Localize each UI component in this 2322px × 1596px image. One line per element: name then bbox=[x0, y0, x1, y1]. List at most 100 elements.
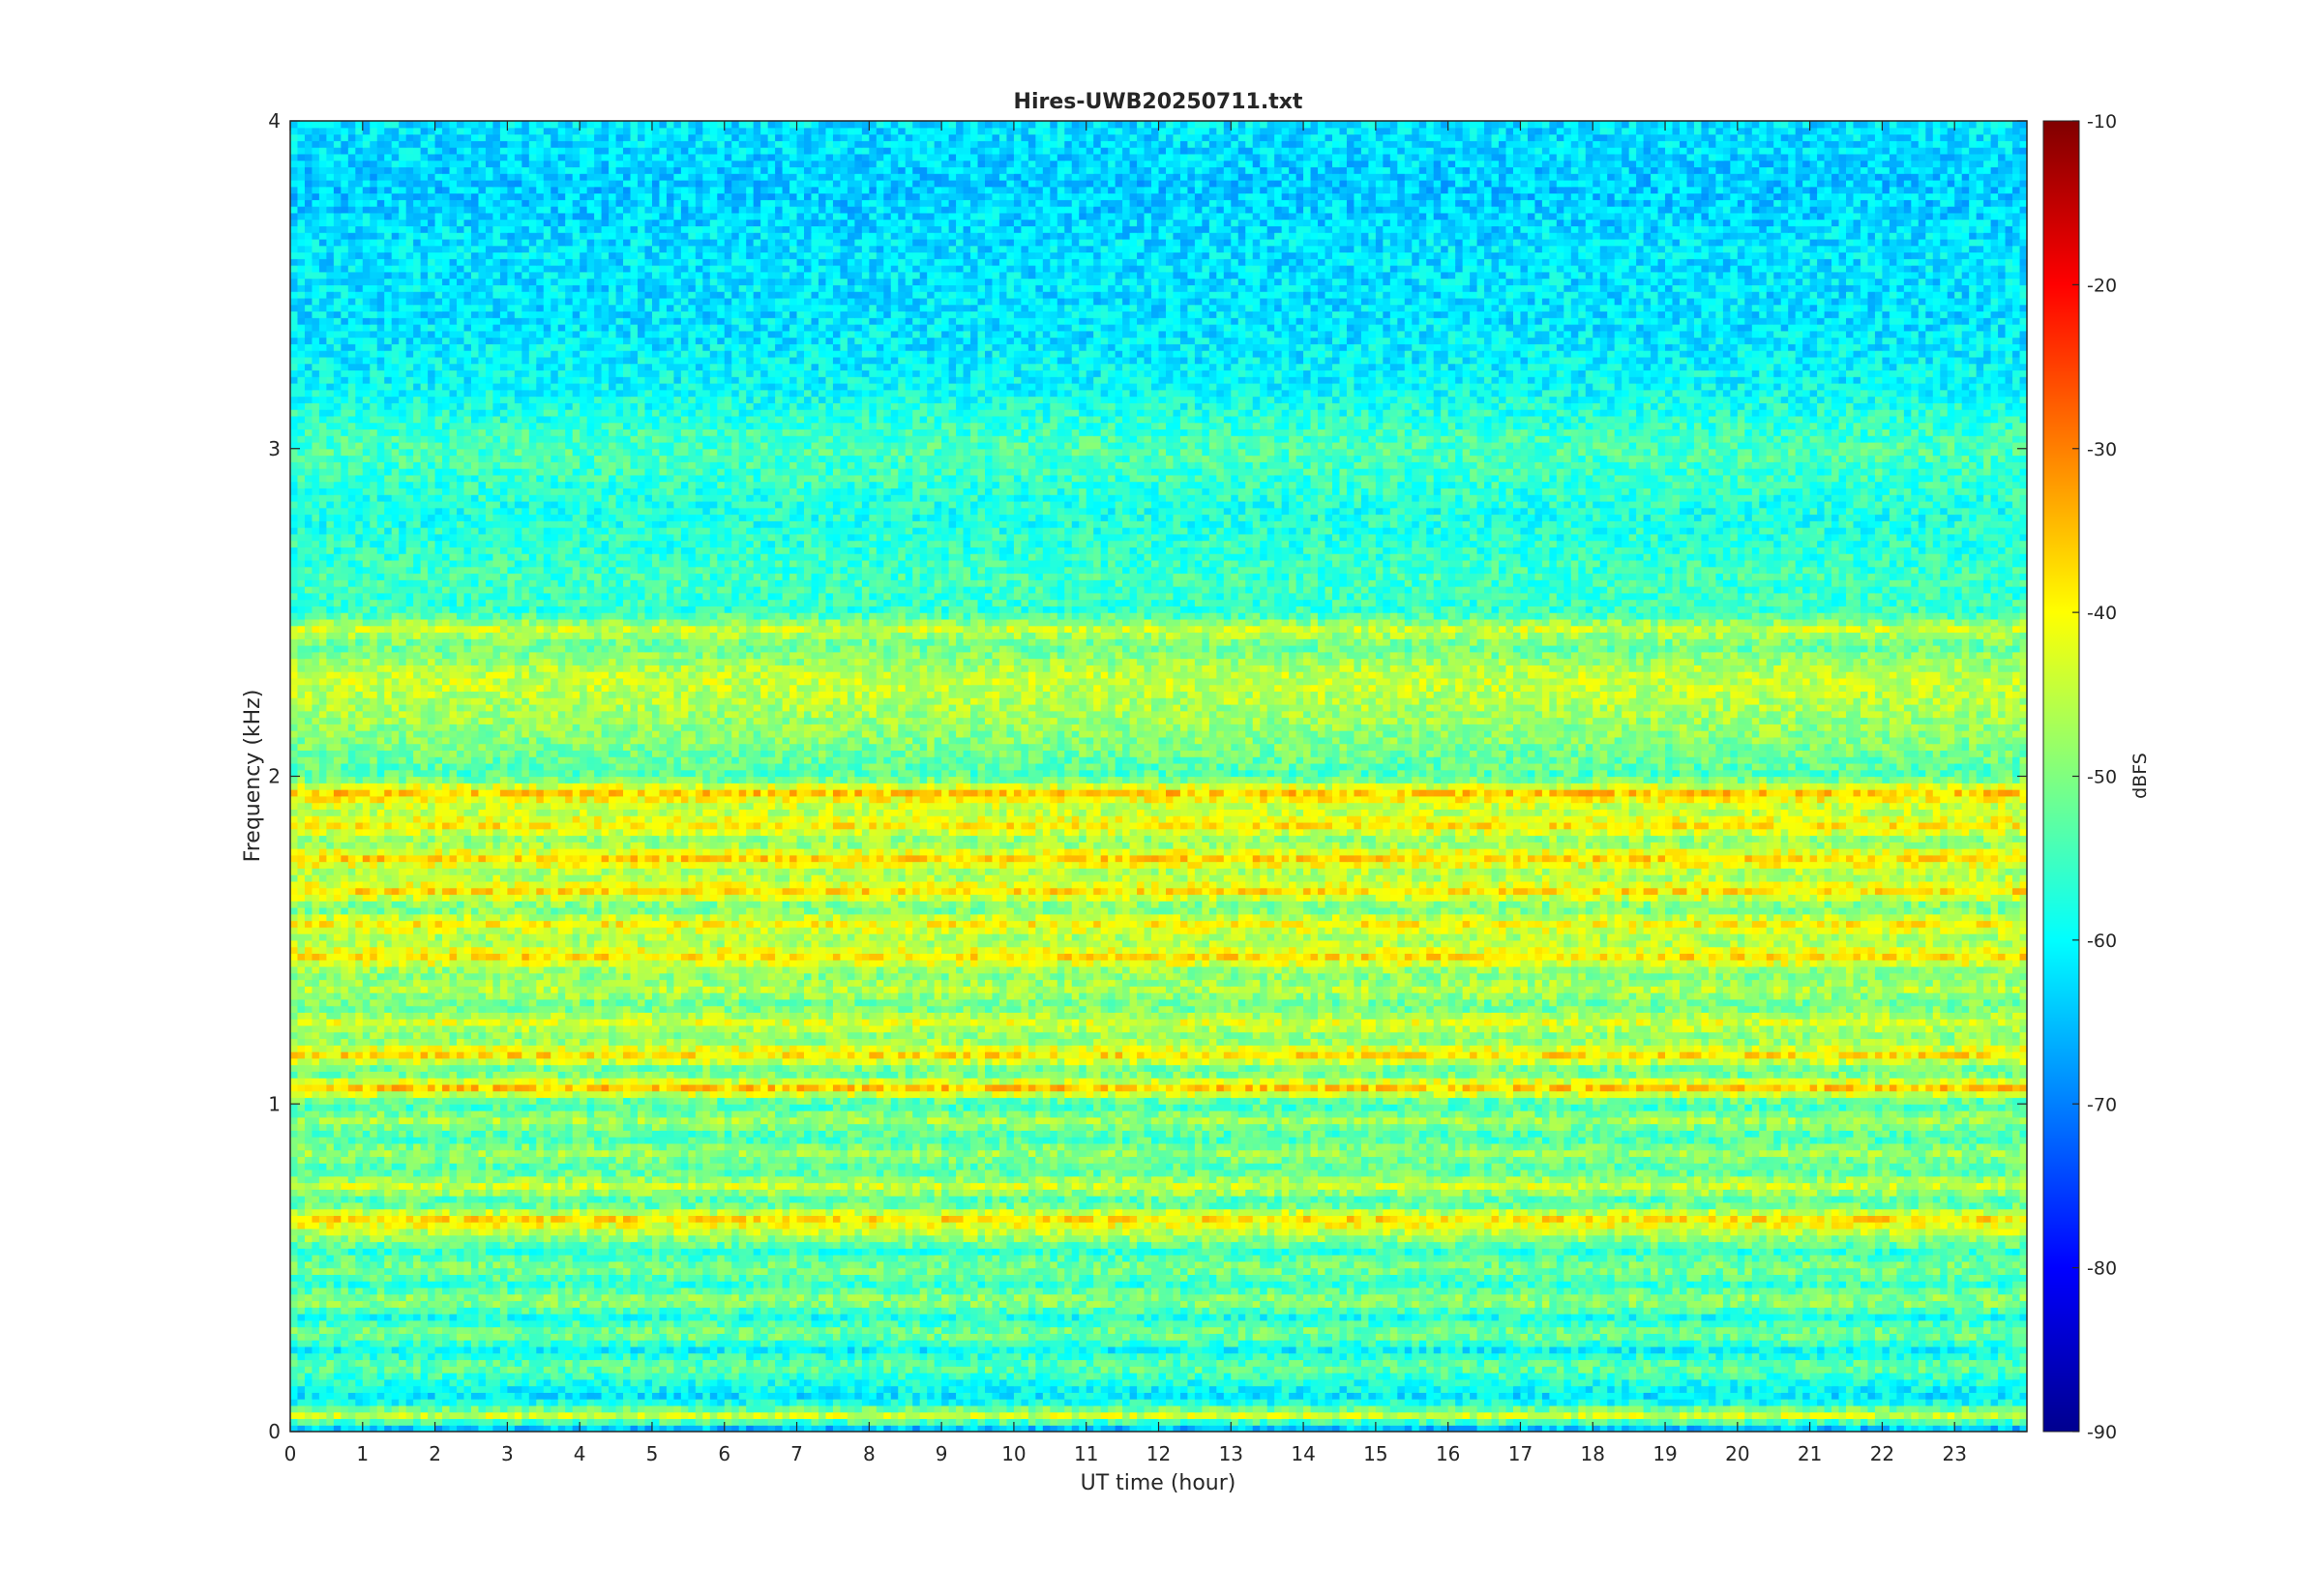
heatmap-cell bbox=[363, 1405, 371, 1412]
heatmap-cell bbox=[1788, 1418, 1796, 1425]
heatmap-cell bbox=[1043, 1399, 1051, 1405]
heatmap-cell bbox=[1122, 1418, 1130, 1425]
heatmap-cell bbox=[1028, 1359, 1036, 1366]
heatmap-cell bbox=[1180, 1418, 1188, 1425]
heatmap-cell bbox=[580, 1366, 587, 1373]
heatmap-cell bbox=[1977, 1405, 1984, 1412]
heatmap-cell bbox=[428, 1392, 435, 1399]
heatmap-cell bbox=[854, 1392, 862, 1399]
heatmap-cell bbox=[638, 1379, 645, 1386]
heatmap-cell bbox=[1087, 1392, 1094, 1399]
heatmap-cell bbox=[731, 1399, 739, 1405]
heatmap-cell bbox=[1166, 1412, 1174, 1419]
heatmap-cell bbox=[1658, 1379, 1666, 1386]
heatmap-cell bbox=[1151, 1418, 1159, 1425]
heatmap-cell bbox=[1571, 1386, 1579, 1393]
heatmap-cell bbox=[840, 1366, 848, 1373]
heatmap-cell bbox=[355, 1392, 363, 1399]
heatmap-cell bbox=[869, 1399, 877, 1405]
heatmap-cell bbox=[1224, 1412, 1232, 1419]
heatmap-cell bbox=[1390, 1412, 1398, 1419]
heatmap-cell bbox=[1455, 1399, 1463, 1405]
heatmap-cell bbox=[746, 1392, 754, 1399]
heatmap-cell bbox=[384, 1373, 392, 1379]
heatmap-cell bbox=[1253, 1405, 1261, 1412]
heatmap-cell bbox=[978, 1418, 986, 1425]
heatmap-cell bbox=[1166, 1366, 1174, 1373]
heatmap-cell bbox=[1839, 1366, 1847, 1373]
heatmap-cell bbox=[1282, 1379, 1290, 1386]
heatmap-cell bbox=[1325, 1399, 1333, 1405]
heatmap-cell bbox=[1767, 1405, 1774, 1412]
heatmap-cell bbox=[478, 1379, 486, 1386]
heatmap-cell bbox=[1665, 1392, 1673, 1399]
heatmap-cell bbox=[1267, 1412, 1275, 1419]
heatmap-cell bbox=[492, 1418, 500, 1425]
heatmap-cell bbox=[891, 1392, 899, 1399]
heatmap-cell bbox=[1187, 1379, 1195, 1386]
heatmap-cell bbox=[1376, 1359, 1384, 1366]
heatmap-cell bbox=[1463, 1405, 1471, 1412]
heatmap-cell bbox=[1166, 1399, 1174, 1405]
heatmap-cell bbox=[1896, 1399, 1904, 1405]
heatmap-cell bbox=[877, 1399, 884, 1405]
heatmap-cell bbox=[638, 1412, 645, 1419]
heatmap-cell bbox=[1563, 1366, 1571, 1373]
heatmap-cell bbox=[1050, 1379, 1057, 1386]
heatmap-cell bbox=[949, 1405, 957, 1412]
heatmap-cell bbox=[1028, 1373, 1036, 1379]
heatmap-cell bbox=[1477, 1379, 1485, 1386]
heatmap-cell bbox=[1831, 1418, 1839, 1425]
heatmap-cell bbox=[1405, 1386, 1413, 1393]
heatmap-cell bbox=[290, 1418, 298, 1425]
heatmap-cell bbox=[1151, 1386, 1159, 1393]
heatmap-cell bbox=[1557, 1399, 1564, 1405]
heatmap-cell bbox=[1035, 1379, 1043, 1386]
heatmap-cell bbox=[789, 1392, 797, 1399]
heatmap-cell bbox=[1825, 1359, 1832, 1366]
heatmap-cell bbox=[1368, 1412, 1376, 1419]
heatmap-cell bbox=[413, 1366, 421, 1373]
heatmap-cell bbox=[413, 1359, 421, 1366]
heatmap-cell bbox=[833, 1386, 841, 1393]
heatmap-cell bbox=[920, 1399, 928, 1405]
heatmap-cell bbox=[746, 1379, 754, 1386]
heatmap-cell bbox=[1180, 1373, 1188, 1379]
heatmap-cell bbox=[2006, 1366, 2013, 1373]
heatmap-cell bbox=[377, 1379, 385, 1386]
heatmap-cell bbox=[1260, 1412, 1267, 1419]
heatmap-cell bbox=[1376, 1373, 1384, 1379]
heatmap-cell bbox=[1940, 1405, 1948, 1412]
heatmap-cell bbox=[1159, 1366, 1167, 1373]
heatmap-cell bbox=[1665, 1359, 1673, 1366]
heatmap-cell bbox=[1021, 1366, 1028, 1373]
heatmap-cell bbox=[406, 1386, 414, 1393]
heatmap-cell bbox=[341, 1412, 348, 1419]
heatmap-cell bbox=[2012, 1359, 2020, 1366]
heatmap-cell bbox=[912, 1392, 920, 1399]
heatmap-cell bbox=[1093, 1386, 1101, 1393]
heatmap-cell bbox=[536, 1359, 544, 1366]
heatmap-cell bbox=[1549, 1366, 1557, 1373]
heatmap-cell bbox=[854, 1412, 862, 1419]
heatmap-cell bbox=[1802, 1405, 1810, 1412]
heatmap-cell bbox=[1673, 1366, 1681, 1373]
heatmap-cell bbox=[825, 1399, 833, 1405]
heatmap-cell bbox=[1035, 1405, 1043, 1412]
heatmap-cell bbox=[1788, 1392, 1796, 1399]
heatmap-cell bbox=[1890, 1386, 1897, 1393]
heatmap-cell bbox=[392, 1366, 400, 1373]
heatmap-cell bbox=[1686, 1379, 1694, 1386]
heatmap-cell bbox=[413, 1399, 421, 1405]
heatmap-cell bbox=[341, 1379, 348, 1386]
heatmap-cell bbox=[1520, 1386, 1528, 1393]
heatmap-cell bbox=[1744, 1399, 1752, 1405]
heatmap-cell bbox=[840, 1418, 848, 1425]
heatmap-cell bbox=[1919, 1379, 1926, 1386]
heatmap-cell bbox=[363, 1359, 371, 1366]
heatmap-cell bbox=[290, 1399, 298, 1405]
heatmap-cell bbox=[1339, 1399, 1347, 1405]
heatmap-cell bbox=[1983, 1386, 1991, 1393]
heatmap-cell bbox=[1492, 1405, 1500, 1412]
heatmap-cell bbox=[1607, 1392, 1615, 1399]
